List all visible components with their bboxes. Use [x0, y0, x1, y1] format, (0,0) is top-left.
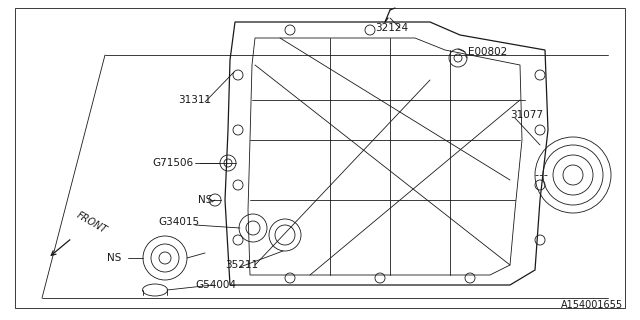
Text: G34015: G34015: [158, 217, 199, 227]
Text: 31077: 31077: [510, 110, 543, 120]
Text: 31311: 31311: [178, 95, 211, 105]
Text: A154001655: A154001655: [561, 300, 623, 310]
Text: G54004: G54004: [195, 280, 236, 290]
Text: G71506: G71506: [152, 158, 193, 168]
Text: 35211: 35211: [225, 260, 258, 270]
Text: FRONT: FRONT: [75, 210, 109, 235]
Text: E00802: E00802: [468, 47, 508, 57]
Text: NS: NS: [107, 253, 122, 263]
Text: NS: NS: [198, 195, 212, 205]
Text: 32124: 32124: [375, 23, 408, 33]
